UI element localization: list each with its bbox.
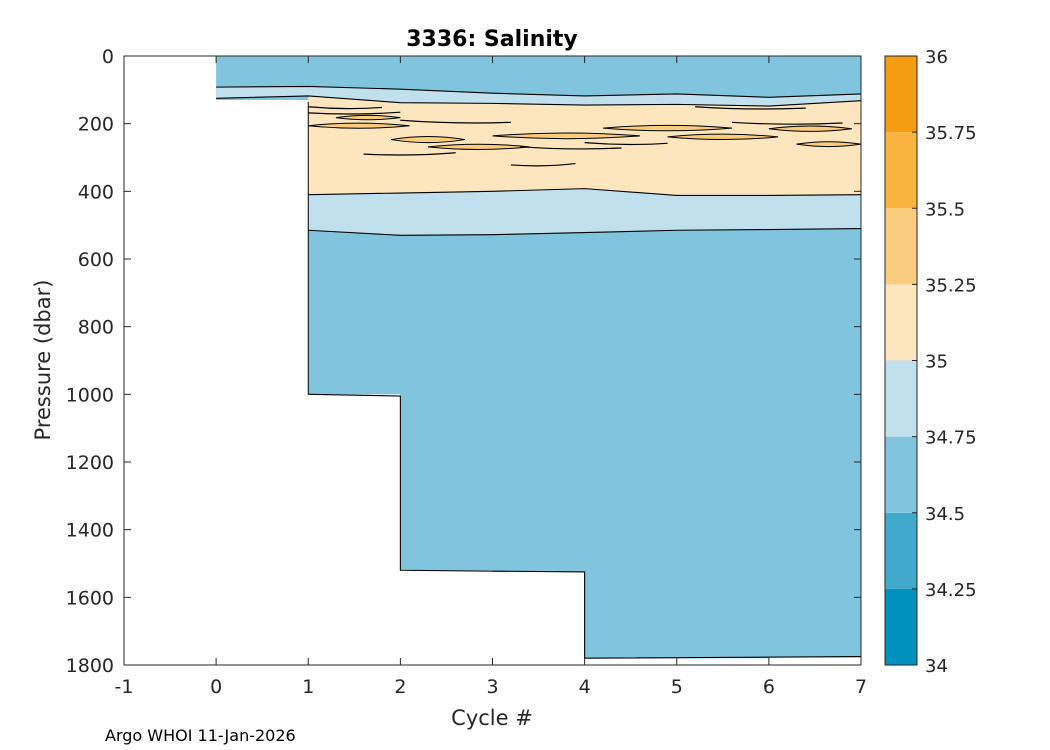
band-34.75-35-upper [216, 86, 861, 107]
colorbar-tick-label: 35.25 [925, 275, 977, 296]
contour-streak [510, 162, 576, 167]
band-34.75-35-lower [308, 188, 861, 236]
salinity-max-lens [768, 125, 852, 132]
y-tick-label: 1600 [66, 587, 114, 609]
colorbar-segment [885, 512, 917, 589]
colorbar-segment [885, 588, 917, 665]
colorbar-segment [885, 132, 917, 209]
colorbar-segment [885, 56, 917, 133]
colorbar-segment [885, 436, 917, 513]
contour-line [308, 228, 861, 236]
colorbar-segment [885, 360, 917, 437]
x-tick-label: 2 [394, 676, 406, 698]
colorbar-segment [885, 284, 917, 361]
y-tick-label: 1400 [66, 520, 114, 542]
salinity-max-lens [335, 114, 401, 121]
colorbar-tick-label: 35.75 [925, 123, 977, 144]
salinity-max-lens [667, 133, 779, 141]
contour-line [308, 188, 861, 196]
contour-streak [695, 106, 806, 110]
y-tick-label: 1800 [66, 655, 114, 677]
contour-streak [520, 146, 622, 150]
band-35-35.25 [308, 95, 861, 196]
contour-streak [400, 119, 511, 124]
colorbar-tick-label: 35 [925, 352, 948, 373]
x-axis-label: Cycle # [451, 706, 533, 730]
colorbar-tick-label: 34 [925, 656, 948, 677]
y-tick-label: 600 [78, 249, 114, 271]
salinity-max-lens [391, 136, 465, 144]
colorbar-segment [885, 208, 917, 285]
salinity-max-lens [492, 132, 640, 140]
x-tick-label: 7 [855, 676, 867, 698]
colorbar: 34 34.25 34.5 34.75 35 35.25 35.5 35.75 36 [884, 47, 977, 677]
colorbar-tick-label: 35.5 [925, 199, 965, 220]
x-tick-label: 4 [579, 676, 591, 698]
y-tick-label: 200 [78, 114, 114, 136]
y-tick-label: 400 [78, 181, 114, 203]
x-axis: -1 0 1 2 3 4 5 6 7 [115, 56, 867, 698]
x-tick-label: 3 [486, 676, 498, 698]
y-axis-label: Pressure (dbar) [31, 280, 55, 441]
colorbar-tick-label: 34.5 [925, 504, 965, 525]
x-tick-label: 6 [763, 676, 775, 698]
y-tick-label: 0 [102, 46, 114, 68]
contour-streak [584, 142, 668, 146]
salinity-max-lens [427, 143, 530, 150]
contour-streak [308, 106, 382, 110]
colorbar-tick-label: 34.25 [925, 580, 977, 601]
x-tick-label: -1 [115, 676, 134, 698]
x-tick-label: 0 [210, 676, 222, 698]
y-tick-label: 800 [78, 317, 114, 339]
x-tick-label: 5 [671, 676, 683, 698]
salinity-max-lens [603, 124, 733, 132]
salinity-field [216, 56, 861, 659]
profile-depth-outline [308, 393, 861, 659]
y-tick-label: 1000 [66, 384, 114, 406]
contour-streak [363, 152, 456, 156]
salinity-max-lens [308, 122, 410, 129]
contour-streak [731, 121, 843, 125]
contour-streak [308, 111, 401, 115]
colorbar-tick-label: 36 [925, 47, 948, 68]
chart-title: 3336: Salinity [406, 27, 578, 52]
contour-line [216, 85, 861, 98]
salinity-max-lens [796, 141, 861, 148]
contour-lines [216, 85, 861, 659]
colorbar-tick-label: 34.75 [925, 428, 977, 449]
x-tick-label: 1 [302, 676, 314, 698]
contour-line [216, 95, 861, 107]
footer-credit: Argo WHOI 11-Jan-2026 [105, 726, 296, 745]
y-axis: 0 200 400 600 800 1000 1200 1400 1600 1800 [66, 46, 861, 677]
y-tick-label: 1200 [66, 452, 114, 474]
